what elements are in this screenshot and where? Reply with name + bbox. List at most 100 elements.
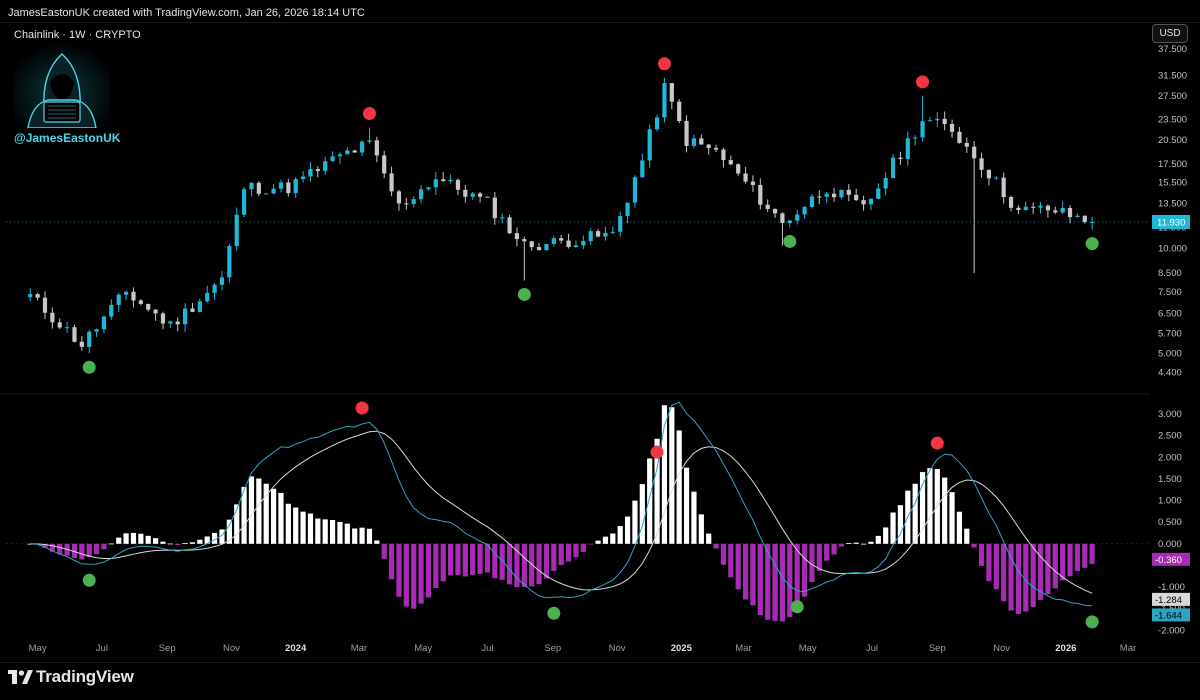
macd-histogram-bar: [654, 438, 660, 544]
macd-histogram-bar: [838, 543, 845, 547]
price-chart[interactable]: 37.500 31.500 27.500 23.500 20.500 17.500 15.5…: [0, 23, 1200, 663]
candle-body: [1023, 206, 1028, 211]
candle-body: [345, 150, 350, 155]
candle-body: [418, 189, 424, 200]
candle-body: [190, 308, 195, 312]
top-signal-marker: [657, 57, 671, 71]
macd-histogram-bar: [742, 543, 749, 600]
macd-histogram-bar: [374, 540, 380, 544]
candle-body: [654, 117, 660, 130]
macd-histogram-bar: [219, 529, 225, 544]
candle-body: [662, 83, 667, 118]
candle-body: [300, 176, 306, 180]
macd-histogram-bar: [964, 528, 970, 544]
macd-histogram-bar: [971, 543, 977, 548]
time-axis-label: Nov: [609, 643, 626, 654]
candle-body: [448, 179, 453, 182]
candle-body: [101, 316, 107, 330]
macd-histogram-bar: [978, 543, 985, 566]
macd-histogram-bar: [211, 532, 218, 544]
candle-body: [278, 182, 284, 189]
macd-histogram-bar: [462, 543, 468, 577]
candle-body: [315, 169, 320, 172]
chart-area[interactable]: 37.500 31.500 27.500 23.500 20.500 17.500 15.5…: [0, 22, 1200, 663]
macd-histogram-bar: [942, 477, 948, 544]
candle-body: [1053, 210, 1058, 213]
macd-histogram-bar: [293, 507, 299, 544]
macd-histogram-bar: [787, 543, 793, 618]
candle-body: [728, 160, 733, 165]
macd-axis-label: 1.500: [1158, 474, 1182, 485]
macd-histogram-bar: [322, 519, 328, 544]
macd-histogram-bar: [986, 543, 992, 582]
macd-histogram-bar: [152, 538, 159, 544]
macd-histogram-bar: [396, 543, 402, 597]
macd-histogram-bar: [868, 541, 874, 544]
macd-histogram-bar: [440, 543, 446, 582]
candle-body: [529, 241, 534, 248]
time-axis-label: 2025: [671, 643, 693, 654]
macd-histogram-bar: [300, 511, 306, 544]
macd-histogram-bar: [602, 536, 609, 544]
macd-histogram-bar: [824, 543, 830, 561]
candle-body: [890, 157, 896, 178]
candle-body: [1060, 207, 1065, 213]
macd-histogram-bar: [315, 518, 321, 544]
macd-histogram-bar: [1008, 543, 1014, 611]
candle-body: [249, 182, 254, 190]
price-axis-label: 5.700: [1158, 329, 1182, 340]
macd-signal-line: [30, 430, 1093, 594]
candle-body: [846, 189, 851, 195]
macd-bottom-marker: [1085, 615, 1099, 629]
macd-histogram-bar: [610, 533, 616, 544]
candle-body: [374, 140, 379, 156]
price-axis-label: 8.500: [1158, 268, 1182, 279]
macd-axis-label: 3.000: [1158, 409, 1182, 420]
macd-histogram-bar: [1045, 543, 1051, 595]
time-axis-label: Jul: [866, 643, 878, 654]
macd-histogram-bar: [86, 543, 92, 557]
macd-histogram-bar: [270, 488, 277, 544]
macd-histogram-bar: [329, 519, 336, 544]
tradingview-logo-icon: [8, 668, 34, 691]
candle-body: [87, 331, 92, 347]
candle-body: [441, 179, 446, 182]
macd-histogram-bar: [639, 484, 645, 544]
candle-body: [455, 179, 461, 190]
macd-histogram-bar: [433, 543, 439, 589]
macd-histogram-bar: [130, 532, 137, 544]
macd-histogram-bar: [883, 527, 889, 544]
macd-histogram-bar: [278, 492, 284, 544]
macd-histogram-bar: [897, 505, 904, 544]
currency-button[interactable]: USD: [1152, 24, 1188, 43]
macd-axis-label: 0.500: [1158, 517, 1182, 528]
time-axis-label: Mar: [1120, 643, 1136, 654]
macd-histogram-bar: [197, 539, 203, 544]
time-axis-label: Jul: [481, 643, 493, 654]
macd-line: [30, 401, 1093, 607]
candle-body: [625, 202, 630, 217]
time-axis-label: Mar: [735, 643, 751, 654]
candle-body: [883, 177, 888, 189]
candle-body: [920, 121, 925, 138]
macd-histogram-bar: [1052, 543, 1058, 589]
candle-body: [57, 322, 62, 328]
time-axis-label: Sep: [544, 643, 561, 654]
macd-histogram-bar: [536, 543, 542, 585]
macd-histogram-bar: [765, 543, 771, 620]
macd-histogram-bar: [182, 543, 188, 544]
macd-histogram-bar: [352, 528, 358, 544]
macd-histogram-bar: [337, 521, 343, 544]
candle-body: [964, 143, 969, 147]
macd-histogram-bar: [580, 543, 586, 552]
candle-body: [942, 118, 947, 125]
time-axis-label: 2026: [1055, 643, 1076, 654]
macd-histogram-bar: [388, 543, 395, 580]
macd-histogram-bar: [750, 543, 756, 606]
candle-body: [168, 321, 173, 324]
macd-histogram-bar: [521, 543, 527, 588]
macd-histogram-bar: [728, 543, 734, 578]
candle-body: [1067, 207, 1073, 218]
candle-body: [839, 189, 844, 198]
candle-body: [205, 292, 210, 302]
